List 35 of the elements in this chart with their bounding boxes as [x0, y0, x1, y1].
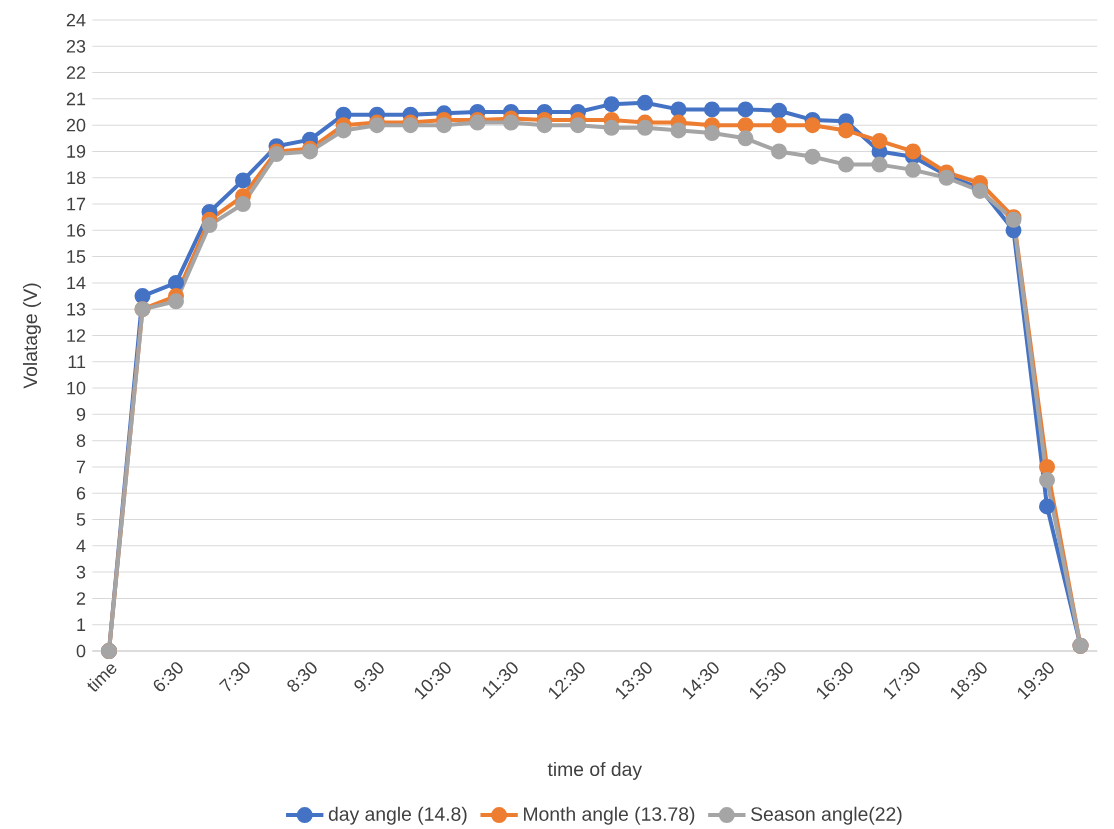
y-tick-label: 0 [76, 644, 86, 658]
y-tick-label: 11 [68, 355, 86, 368]
y-tick-label: 17 [67, 197, 86, 211]
y-tick-label: 8 [76, 434, 86, 448]
x-tick-label: 9:30 [354, 662, 384, 692]
legend-label: day angle (14.8) [328, 806, 467, 825]
y-tick-label: 6 [76, 486, 86, 500]
legend-label: Month angle (13.78) [524, 806, 695, 825]
y-tick-label: 19 [67, 145, 86, 158]
y-tick-label: 7 [76, 460, 86, 474]
x-tick-label: time [87, 664, 117, 692]
y-tick-label: 13 [67, 302, 86, 316]
y-tick-label: 22 [66, 66, 86, 79]
y-tick-label: 10 [67, 381, 86, 395]
x-axis-title: time of day [547, 761, 642, 780]
y-tick-label: 18 [67, 171, 86, 185]
x-tick-label: 7:30 [219, 662, 250, 692]
y-tick-label: 5 [76, 513, 86, 526]
x-tick-label: 8:30 [287, 662, 317, 692]
y-tick-label: 21 [66, 92, 86, 106]
y-tick-label: 2 [76, 592, 86, 605]
y-tick-label: 4 [76, 539, 86, 553]
y-tick-label: 20 [66, 118, 86, 132]
y-tick-label: 15 [67, 250, 86, 263]
y-tick-label: 14 [67, 276, 86, 290]
y-tick-label: 24 [66, 13, 86, 27]
y-tick-label: 1 [77, 618, 86, 631]
y-tick-label: 16 [67, 223, 86, 237]
y-tick-label: 3 [76, 565, 86, 579]
y-tick-label: 9 [76, 408, 86, 421]
x-tick-label: 6:30 [153, 662, 183, 692]
legend-label: Season angle(22) [751, 806, 902, 825]
y-tick-label: 23 [66, 39, 86, 53]
y-tick-label: 12 [67, 329, 86, 342]
y-axis-title: Volatage (V) [22, 283, 41, 389]
